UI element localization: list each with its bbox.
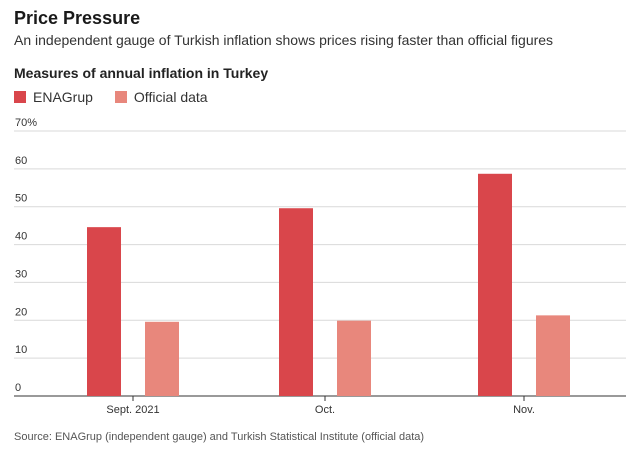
bar-enagrup	[478, 173, 512, 396]
x-tick-label: Sept. 2021	[106, 404, 159, 416]
bar-official	[536, 315, 570, 396]
y-tick-label: 70%	[15, 117, 37, 129]
chart-subtitle: An independent gauge of Turkish inflatio…	[14, 32, 554, 48]
legend-label-enagrup: ENAGrup	[33, 89, 93, 105]
y-tick-label: 10	[15, 344, 27, 356]
source-note: Source: ENAGrup (independent gauge) and …	[14, 431, 425, 443]
bar-enagrup	[87, 227, 121, 396]
bar-official	[337, 320, 371, 396]
chart-title: Price Pressure	[14, 8, 141, 28]
legend: ENAGrup Official data	[14, 89, 230, 105]
legend-swatch-official	[114, 91, 127, 103]
chart-heading: Measures of annual inflation in Turkey	[14, 65, 269, 81]
x-tick-label: Oct.	[315, 404, 335, 416]
bar-official	[145, 321, 179, 396]
y-tick-label: 0	[15, 382, 21, 394]
legend-swatch-enagrup	[14, 91, 26, 103]
legend-label-official: Official data	[133, 89, 208, 105]
x-tick-label: Nov.	[513, 404, 535, 416]
y-tick-label: 20	[15, 306, 27, 318]
y-tick-label: 30	[15, 268, 27, 280]
legend-item-official: Official data	[114, 89, 208, 105]
y-tick-label: 40	[15, 231, 27, 243]
y-tick-label: 50	[15, 193, 27, 205]
y-tick-label: 60	[15, 155, 27, 167]
bar-enagrup	[279, 208, 313, 396]
legend-item-enagrup: ENAGrup	[14, 89, 93, 105]
